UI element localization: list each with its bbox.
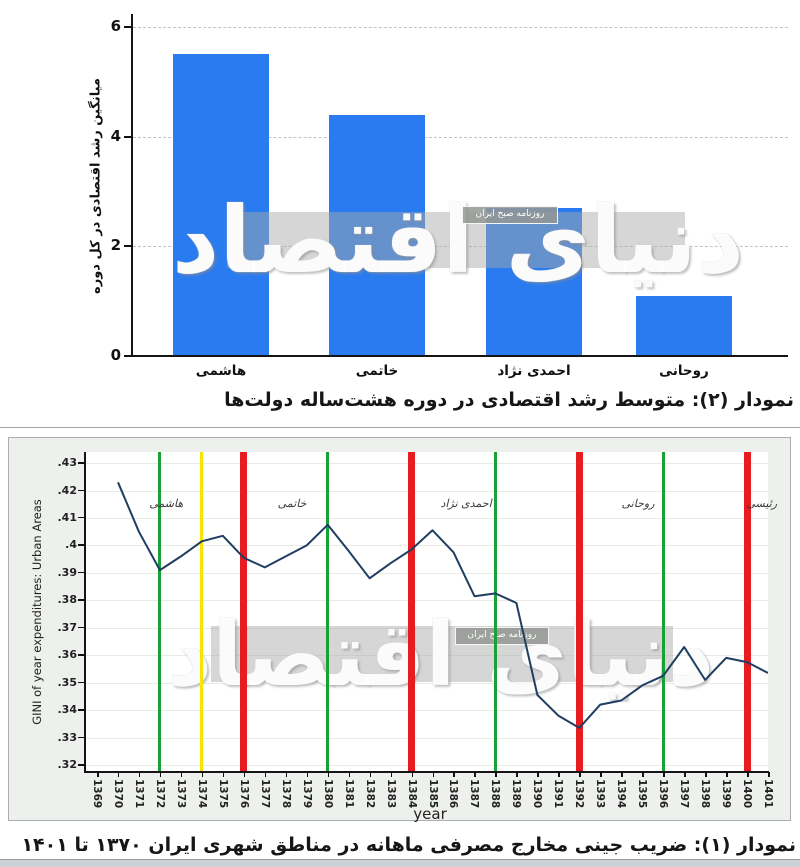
gini-x-axis-title: year: [413, 805, 447, 823]
bar-chart-y-axis: [131, 14, 133, 357]
watermark-logo-text: دنیای اقتصاد: [166, 602, 715, 706]
section-divider-line: [0, 427, 800, 428]
y-tick-label: 6: [110, 17, 121, 36]
bar-category-label: احمدی نژاد: [497, 363, 571, 379]
gini-line-plot: [117, 481, 768, 729]
watermark-badge: روزنامه صبح ایران: [462, 206, 558, 224]
gini-y-axis: [84, 452, 86, 773]
bar-chart-caption: نمودار (۲): متوسط رشد اقتصادی در دوره هش…: [224, 389, 794, 411]
gini-y-axis-title: GINI of year expenditures: Urban Areas: [30, 499, 44, 725]
y-tick-label: 0: [110, 346, 121, 364]
gridline: [133, 136, 788, 138]
bar-category-label: روحانی: [659, 363, 709, 379]
gini-chart-caption: نمودار (۱): ضریب جینی مخارج مصرفی ماهانه…: [21, 834, 796, 856]
gridline: [133, 27, 788, 29]
page-bottom-strip: [0, 859, 800, 867]
bar-chart-y-axis-title: میانگین رشد اقتصادی در کل دوره: [88, 78, 104, 294]
gini-x-axis: [84, 771, 769, 773]
gini-plot-area: [85, 452, 768, 772]
bar-chart-x-axis: [131, 355, 788, 357]
gini-line-path: [117, 481, 768, 729]
watermark-logo-text: دنیای اقتصاد: [172, 186, 744, 294]
watermark-band: [211, 626, 673, 682]
bar-category-label: هاشمی: [195, 363, 247, 379]
bar-category-label: خاتمی: [355, 363, 399, 379]
watermark-band: [227, 212, 685, 268]
